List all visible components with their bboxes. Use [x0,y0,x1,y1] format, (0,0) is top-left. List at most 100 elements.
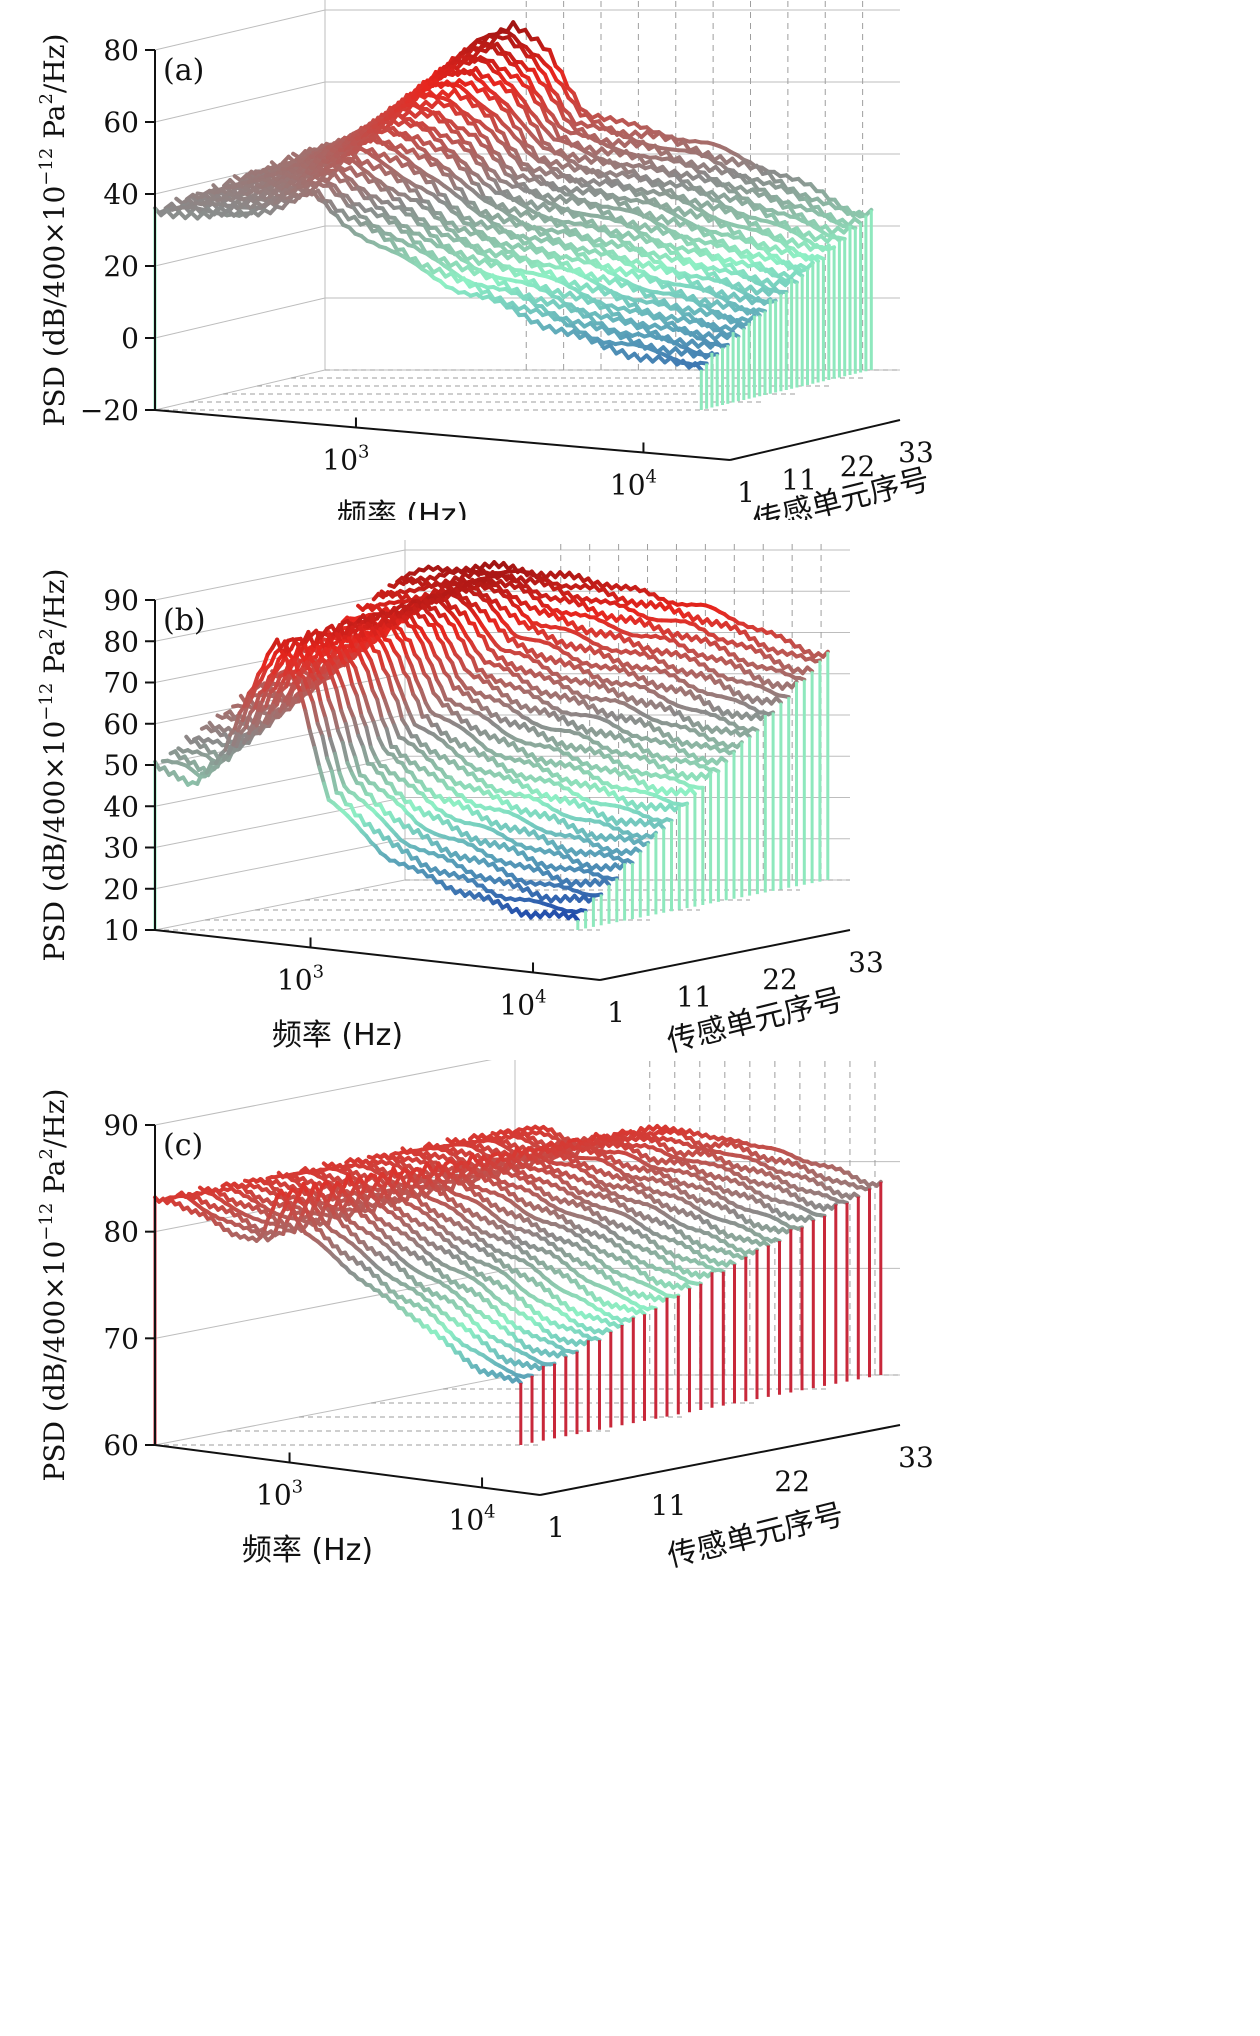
series-line-5 [714,339,725,350]
series-line-18 [440,641,450,659]
series-line-22 [481,634,491,651]
side-gridline [154,225,326,267]
series-line-28 [551,122,562,141]
x-axis-line [154,409,731,461]
series-group [153,20,874,410]
side-gridline [154,9,326,51]
y-axis-title: PSD (dB/400×10−12 Pa2/Hz) [36,34,71,427]
series-line-20 [496,152,507,168]
panel-letter: (a) [163,53,204,88]
series-line-2 [389,237,399,252]
series-line-31 [555,93,566,111]
series-line-31 [805,665,815,674]
series-line-14 [400,639,409,658]
series-line-22 [472,621,481,638]
series-line-11 [430,179,441,197]
series-line-19 [485,145,496,161]
series-line-17 [480,163,491,180]
series-line-15 [464,167,475,185]
side-gridline [154,297,326,339]
series-line-19 [711,767,721,774]
series-line-30 [555,101,566,121]
series-line-14 [419,687,428,705]
series-line-31 [530,55,541,71]
series-line-9 [426,199,437,215]
series-line-4 [405,229,416,245]
series-line-24 [518,127,528,147]
series-line-22 [477,103,488,118]
z-tick-label: 22 [840,450,876,483]
series-line-13 [397,654,406,675]
series-line-20 [470,656,480,673]
series-line-20 [451,623,461,640]
series-line-2 [698,360,709,366]
series-line-13 [435,161,446,177]
z-tick-label: 1 [737,476,755,509]
series-line-30 [797,676,807,682]
series-line-16 [420,641,430,660]
series-line-20 [719,756,729,764]
series-line-30 [531,67,542,85]
series-line-9 [414,188,425,203]
series-line-33 [559,69,570,90]
series-line-18 [431,623,441,641]
series-line-16 [439,685,448,702]
series-line-17 [492,178,503,195]
z-tick-label: 33 [898,436,934,469]
series-line-23 [810,253,821,264]
series-line-28 [782,694,791,700]
series-line-27 [774,696,783,705]
y-tick-label: 40 [103,178,139,211]
series-line-20 [794,269,805,278]
series-group [153,560,830,930]
series-line-15 [426,676,436,695]
y-tick-label: 60 [103,106,139,139]
series-line-17 [437,658,447,675]
series-line-20 [484,136,495,154]
y-tick-label: 0 [121,322,139,355]
series-line-11 [418,169,429,185]
series-line-13 [756,307,767,314]
series-line-11 [455,205,465,221]
series-line-17 [447,675,456,691]
side-gridline [154,590,406,642]
series-line-15 [451,154,462,171]
series-line-32 [560,83,571,100]
series-line-32 [548,66,559,83]
series-line-9 [401,178,412,193]
series-line-31 [567,112,578,127]
series-line-13 [459,187,470,205]
z-axis-line [729,419,901,461]
series-line-17 [428,641,437,658]
series-line-26 [510,88,521,107]
series-line-15 [408,638,417,657]
series-line-12 [751,307,762,318]
series-line-28 [836,235,847,241]
series-line-31 [543,72,554,92]
series-line-16 [688,786,697,796]
side-gridline [154,549,406,601]
y-tick-label: 80 [103,34,139,67]
series-line-20 [472,121,483,137]
series-line-13 [368,613,378,629]
series-line-18 [467,141,478,158]
series-line-11 [442,193,453,210]
side-gridline [154,755,406,807]
y-tick-label: 20 [103,250,139,283]
series-line-26 [534,124,545,145]
series-line-22 [489,113,500,133]
x-tick-label: 103 [322,441,369,476]
series-line-33 [535,36,546,51]
series-line-22 [501,131,512,150]
series-line-16 [772,286,783,297]
series-line-20 [461,639,470,656]
series-line-22 [513,148,524,166]
side-gridline [154,797,406,848]
side-gridline [154,369,326,411]
series-line-33 [571,91,582,111]
series-line-13 [415,699,425,719]
series-line-13 [447,173,458,191]
